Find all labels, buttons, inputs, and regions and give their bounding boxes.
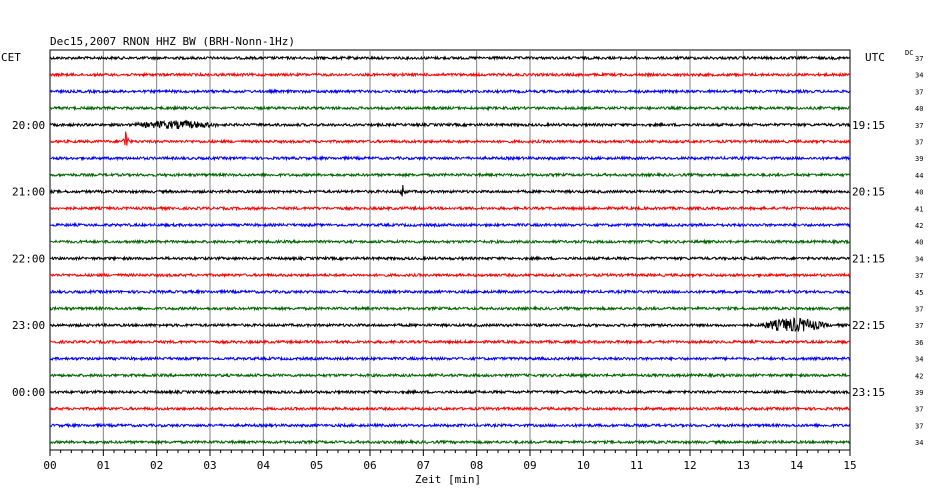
x-axis-label: Zeit [min] [415,473,481,486]
seismic-trace-row [49,104,850,112]
seismic-trace-row [49,205,851,212]
x-tick-label: 06 [363,459,376,472]
seismic-trace-row [49,221,851,229]
x-tick-label: 15 [843,459,856,472]
dc-value: 37 [915,272,923,280]
dc-value: 37 [915,122,923,130]
x-tick-label: 00 [43,459,56,472]
dc-value: 37 [915,88,923,96]
dc-value: 37 [915,322,923,330]
seismic-trace-row [49,131,851,146]
dc-value: 41 [915,205,923,213]
seismic-trace-row [49,305,851,312]
seismic-trace-row [49,288,851,295]
right-timezone-label: UTC [865,51,885,64]
dc-value: 37 [915,139,923,147]
right-hour-label: 21:15 [852,252,885,265]
seismic-trace-row [49,255,850,262]
dc-value: 45 [915,289,923,297]
seismic-trace-row [49,171,851,179]
seismic-trace-row [49,238,850,245]
dc-value: 40 [915,189,923,197]
dc-column-label: DC [905,49,913,57]
dc-value: 42 [915,222,923,230]
left-hour-labels: 20:00 21:00 22:00 23:00 00:00 [12,119,45,399]
seismic-trace-row [49,338,851,346]
dc-value: 34 [915,356,923,364]
seismic-trace-row [49,155,850,162]
dc-value: 36 [915,339,923,347]
seismic-trace-row [49,88,851,95]
right-hour-label: 20:15 [852,186,885,199]
left-timezone-label: CET [1,51,21,64]
dc-value: 37 [915,306,923,314]
right-hour-label: 23:15 [852,386,885,399]
x-tick-label: 01 [97,459,110,472]
x-tick-label: 02 [150,459,163,472]
dc-value: 44 [915,172,923,180]
x-axis-ticks: 00 01 02 03 04 05 06 07 08 09 10 11 12 13 14 15 [43,450,857,472]
x-tick-label: 11 [630,459,643,472]
seismic-trace-row [49,372,850,379]
x-tick-label: 07 [417,459,430,472]
dc-value: 39 [915,155,923,163]
right-hour-label: 19:15 [852,119,885,132]
seismic-trace-row [49,388,851,396]
dc-value: 40 [915,105,923,113]
seismic-trace-row [49,185,850,197]
seismic-trace-row [49,316,851,333]
seismic-trace-row [49,71,850,78]
x-tick-label: 08 [470,459,483,472]
seismic-trace-row [49,119,851,130]
dc-value: 40 [915,239,923,247]
seismic-trace-row [49,438,851,446]
left-hour-label: 20:00 [12,119,45,132]
dc-value: 37 [915,406,923,414]
left-hour-label: 22:00 [12,252,45,265]
seismic-trace-row [49,405,851,412]
dc-value: 34 [915,255,923,263]
x-tick-label: 09 [523,459,536,472]
x-tick-label: 13 [737,459,750,472]
x-tick-label: 10 [577,459,590,472]
x-tick-label: 05 [310,459,323,472]
dc-value: 34 [915,439,923,447]
x-tick-label: 12 [683,459,696,472]
dc-value: 34 [915,72,923,80]
seismic-trace-row [49,355,851,362]
x-tick-label: 03 [203,459,216,472]
chart-title: Dec15,2007 RNON HHZ BW (BRH-Nonn-1Hz) [50,35,295,48]
left-hour-label: 21:00 [12,186,45,199]
left-hour-label: 00:00 [12,386,45,399]
seismic-traces [49,54,851,446]
dc-values: 37 34 37 40 37 37 39 44 40 41 42 40 34 37 45 37 37 36 34 42… [915,55,923,447]
grid-lines [102,50,798,450]
dc-value: 37 [915,55,923,63]
right-hour-labels: 19:15 20:15 21:15 22:15 23:15 [852,119,885,399]
seismic-trace-row [49,272,851,279]
dc-value: 39 [915,389,923,397]
dc-value: 37 [915,422,923,430]
dc-value: 42 [915,372,923,380]
right-hour-label: 22:15 [852,319,885,332]
x-tick-label: 04 [257,459,271,472]
seismic-trace-row [49,54,851,62]
left-hour-label: 23:00 [12,319,45,332]
seismic-trace-row [49,422,851,429]
x-tick-label: 14 [790,459,804,472]
